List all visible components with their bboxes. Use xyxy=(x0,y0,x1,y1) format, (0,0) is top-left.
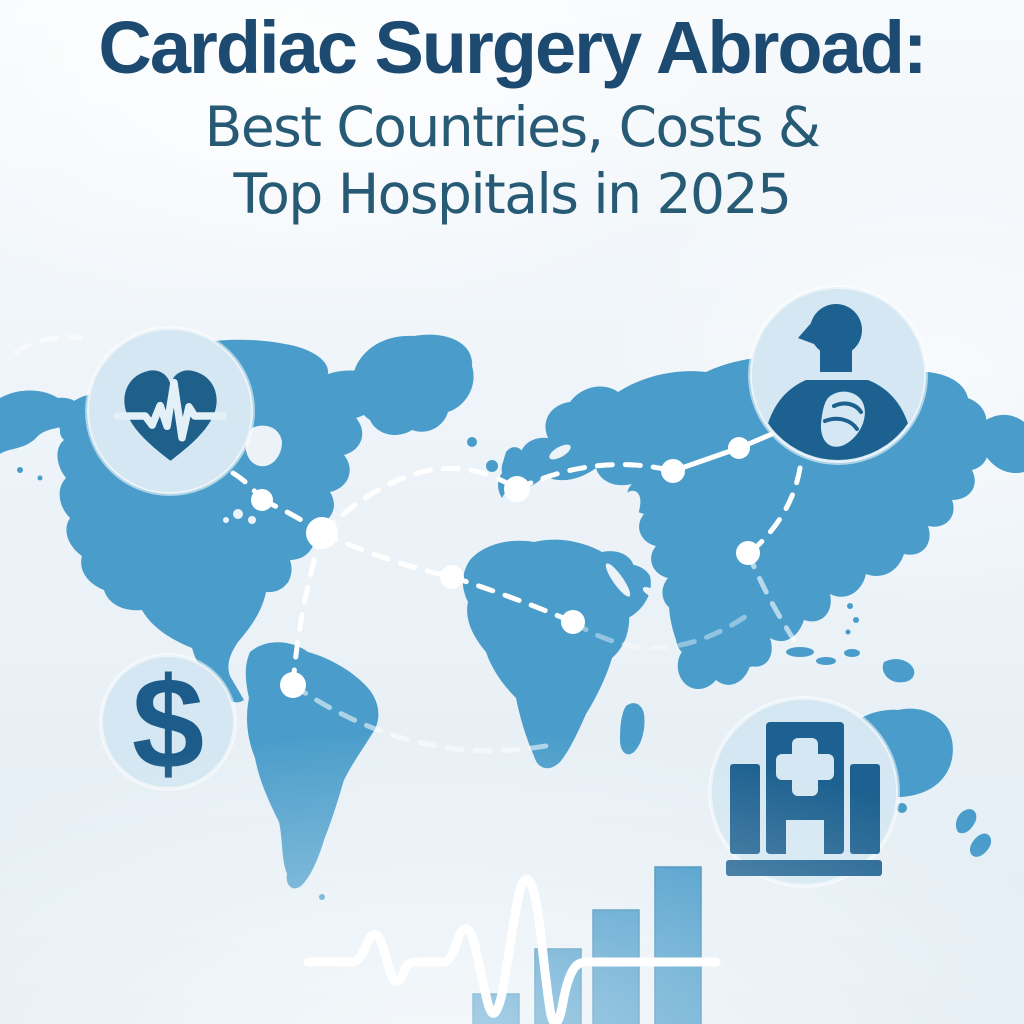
island-new-zealand xyxy=(969,833,992,857)
island-philippines xyxy=(847,603,853,609)
continent-alaska xyxy=(0,390,81,454)
island-japan xyxy=(899,499,911,511)
island-japan xyxy=(897,542,909,554)
peninsula-indochina xyxy=(735,585,774,667)
island-philippines xyxy=(845,629,851,635)
island-indonesia xyxy=(786,647,814,657)
title-line-3: Top Hospitals in 2025 xyxy=(233,162,792,226)
great-lakes xyxy=(223,517,229,523)
island-new-guinea xyxy=(882,659,915,683)
island-iceland xyxy=(467,437,477,447)
baltic-sea xyxy=(549,444,571,460)
cross-icon xyxy=(776,754,834,780)
island xyxy=(17,467,23,473)
heart-pulse-icon xyxy=(113,370,228,461)
route-node xyxy=(504,476,530,502)
island-indonesia xyxy=(816,657,836,665)
door xyxy=(786,820,824,854)
flight-route xyxy=(570,609,755,651)
dollar-icon: $ xyxy=(132,650,204,796)
growth-bar xyxy=(654,866,702,1024)
growth-bar xyxy=(592,909,640,1024)
island-cuba xyxy=(251,558,273,568)
island-new-zealand xyxy=(955,809,977,834)
island-philippines xyxy=(853,617,859,623)
hospital-badge xyxy=(708,696,900,888)
black-sea xyxy=(567,489,599,505)
island xyxy=(319,894,325,900)
route-node xyxy=(251,489,273,511)
red-sea xyxy=(605,563,631,597)
flight-route xyxy=(514,462,676,492)
route-node xyxy=(661,459,685,483)
flight-route xyxy=(449,574,576,625)
island xyxy=(283,578,289,584)
greenland xyxy=(351,334,474,435)
route-node xyxy=(280,672,306,698)
heart-pulse-badge xyxy=(85,326,255,496)
flight-route xyxy=(13,334,83,355)
peninsula-india xyxy=(669,579,714,656)
route-node-hub xyxy=(306,517,338,549)
great-lakes xyxy=(248,516,256,524)
continent-south-america xyxy=(245,642,379,889)
cardiac-patient-badge xyxy=(748,285,928,465)
route-node xyxy=(440,565,464,589)
island xyxy=(37,475,43,481)
island xyxy=(269,574,275,580)
island-japan xyxy=(906,518,920,532)
island-indonesia xyxy=(844,649,860,657)
island-ireland xyxy=(486,460,498,472)
peninsula-kamchatka xyxy=(926,398,961,463)
flight-route xyxy=(749,465,803,554)
caspian-sea xyxy=(617,490,641,532)
page-title: Cardiac Surgery Abroad: Best Countries, … xyxy=(0,2,1024,228)
route-node xyxy=(561,610,585,634)
title-line-1: Cardiac Surgery Abroad: xyxy=(98,6,927,89)
island-madagascar xyxy=(620,703,645,755)
flight-route xyxy=(319,530,455,580)
island xyxy=(255,569,261,575)
land-northeast-edge xyxy=(981,414,1024,474)
flight-route xyxy=(319,465,520,536)
route-node xyxy=(736,541,760,565)
title-line-2: Best Countries, Costs & xyxy=(204,95,821,159)
hudson-bay xyxy=(245,425,282,467)
cardiac-patient-icon xyxy=(762,304,914,460)
cost-badge: $ xyxy=(99,650,237,796)
persian-gulf xyxy=(642,586,658,598)
great-lakes xyxy=(233,509,243,519)
route-node xyxy=(728,437,750,459)
